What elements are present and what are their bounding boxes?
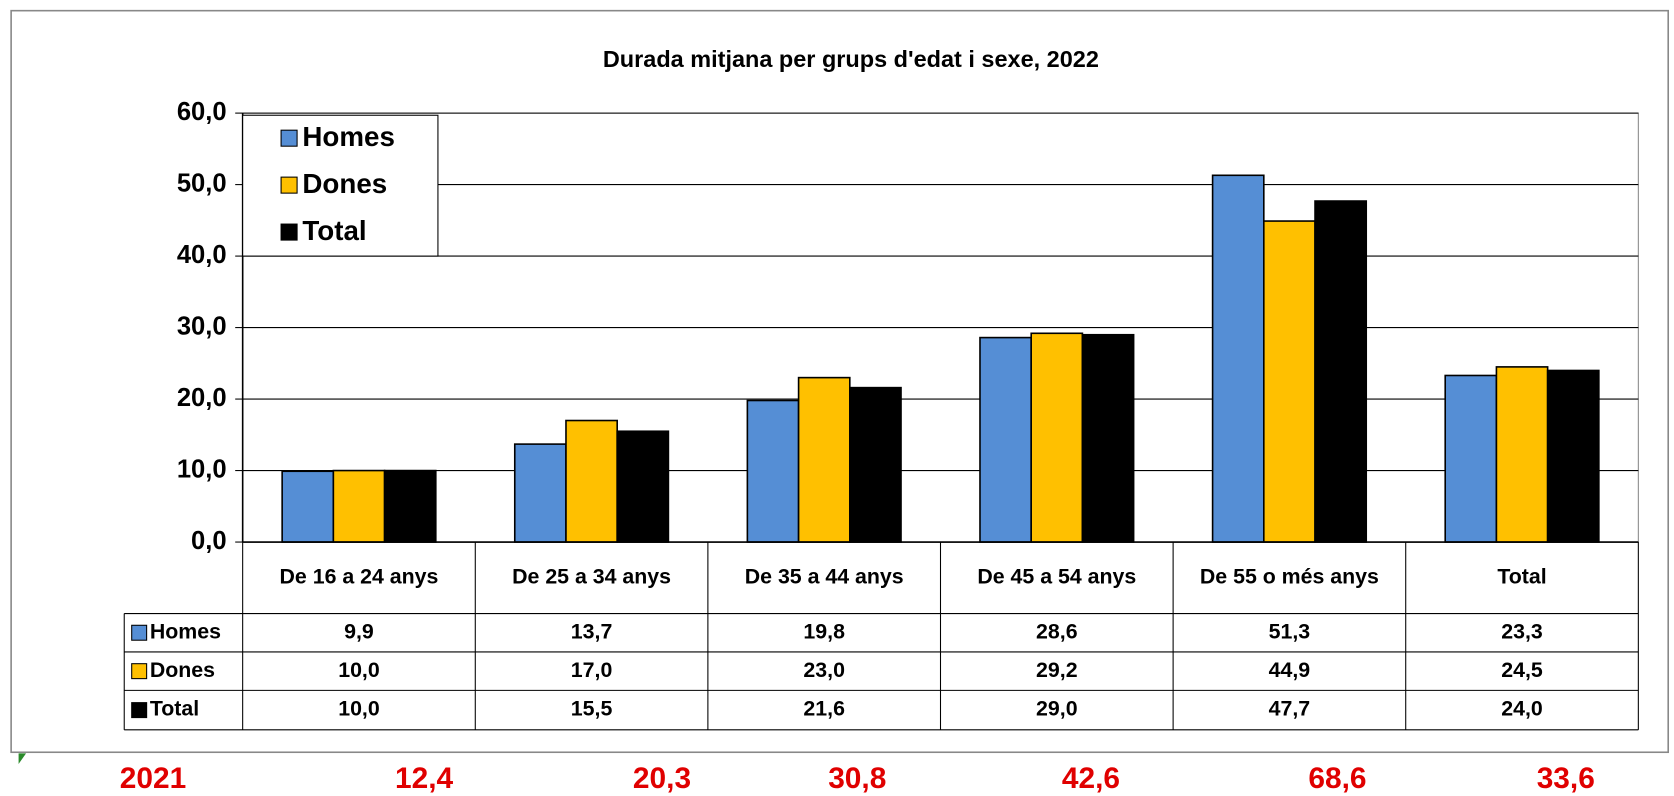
category-label: De 55 o més anys [1200,564,1379,588]
y-tick-label: 0,0 [191,527,227,555]
table-value: 51,3 [1269,619,1311,643]
legend-label: Total [302,215,366,246]
table-row-label: Homes [150,619,221,643]
table-value: 10,0 [338,697,380,721]
bar [1081,333,1135,543]
y-tick-label: 60,0 [177,98,227,126]
legend-box [242,114,439,257]
bar [616,430,670,543]
legend-key [280,176,298,194]
table-value: 24,5 [1501,658,1543,682]
bar [979,336,1032,543]
y-tick-label: 30,0 [177,312,227,340]
table-row-label: Dones [150,658,215,682]
chart-title: Durada mitjana per grups d'edat i sexe, … [603,46,1099,72]
bar [1495,366,1549,543]
legend-key [280,129,298,147]
bar [1546,369,1600,543]
bar [332,469,386,543]
table-value: 17,0 [571,658,613,682]
extra-row-value: 30,8 [828,762,886,795]
table-value: 24,0 [1501,697,1543,721]
bar [746,399,800,543]
table-legend-key [131,702,148,719]
bar [383,469,437,543]
category-label: Total [1497,564,1546,588]
table-value: 10,0 [338,658,380,682]
y-tick-label: 20,0 [177,384,227,412]
table-legend-key [131,624,148,641]
bar [1211,174,1265,543]
table-value: 23,0 [803,658,845,682]
bar [1263,220,1316,543]
bar [1314,200,1368,543]
bar [1444,374,1498,543]
table-value: 15,5 [571,697,613,721]
category-label: De 35 a 44 anys [745,564,904,588]
category-label: De 16 a 24 anys [280,564,439,588]
extra-row-value: 68,6 [1308,762,1366,795]
extra-row-value: 12,4 [395,762,454,795]
bar [281,470,335,543]
table-value: 47,7 [1269,697,1311,721]
table-value: 19,8 [803,619,845,643]
table-value: 23,3 [1501,619,1543,643]
bar [513,443,567,543]
y-tick-label: 50,0 [177,169,227,197]
extra-row-value: 33,6 [1537,762,1595,795]
bar [849,386,902,543]
category-label: De 45 a 54 anys [977,564,1136,588]
extra-row-value: 20,3 [633,762,691,795]
legend-label: Homes [302,121,394,152]
extra-row-value: 42,6 [1062,762,1120,795]
table-value: 29,0 [1036,697,1078,721]
bar [797,376,851,543]
legend-label: Dones [302,168,387,199]
table-legend-key [131,663,148,680]
bar [1030,332,1084,543]
table-value: 9,9 [344,619,374,643]
y-tick-label: 40,0 [177,241,227,269]
legend-key [280,223,298,241]
extra-row-label: 2021 [120,762,186,795]
table-value: 21,6 [803,697,845,721]
table-value: 29,2 [1036,658,1078,682]
table-value: 44,9 [1269,658,1311,682]
table-value: 28,6 [1036,619,1078,643]
table-value: 13,7 [571,619,613,643]
y-tick-label: 10,0 [177,455,227,483]
corner-marker [18,753,27,764]
bar [565,419,618,543]
table-row-label: Total [150,697,199,721]
category-label: De 25 a 34 anys [512,564,671,588]
